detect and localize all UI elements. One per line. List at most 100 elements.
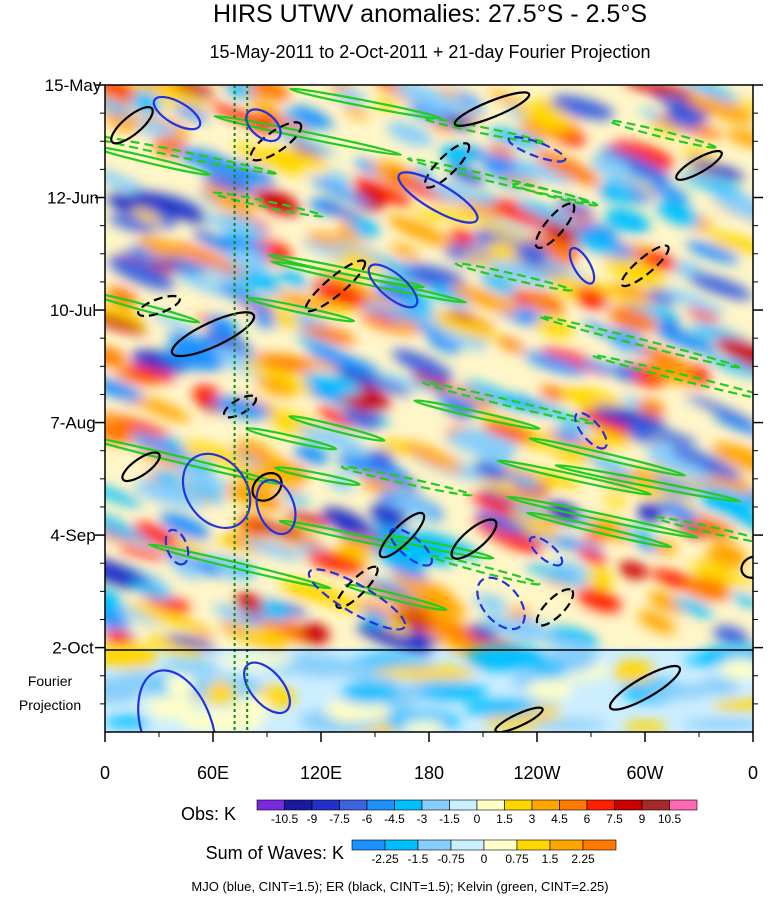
field-patch (586, 567, 614, 590)
colorbar-swatch (586, 799, 615, 811)
projection-patch (623, 720, 667, 732)
colorbar-level-label: -2.25 (371, 852, 399, 866)
field-patch (523, 351, 585, 376)
field-patch (133, 190, 208, 223)
field-patch (105, 305, 146, 328)
field-patch (172, 85, 215, 98)
colorbar-swatch (449, 799, 478, 811)
projection-patch (526, 679, 573, 701)
field-patch (610, 141, 675, 169)
kelvin-contour (406, 157, 591, 204)
field-patch (386, 215, 455, 248)
kelvin-contour (274, 466, 361, 486)
field-patch (637, 250, 678, 271)
field-patch (470, 493, 518, 517)
field-patch (576, 587, 622, 613)
field-patch (665, 109, 703, 129)
projection-patch (373, 666, 461, 678)
projection-patch (719, 658, 753, 680)
field-patch (475, 511, 528, 535)
field-patch (370, 380, 412, 396)
field-patch (306, 550, 366, 574)
er-contour (137, 294, 181, 318)
colorbar-swatch (531, 799, 560, 811)
mjo-contour (528, 535, 564, 567)
field-patch (336, 454, 406, 480)
field-patch (169, 336, 223, 365)
field-patch (125, 365, 175, 382)
kelvin-contour (528, 437, 686, 477)
field-patch (480, 488, 517, 507)
field-patch (591, 426, 632, 448)
field-patch (623, 85, 696, 99)
field-patch (343, 106, 370, 119)
x-tick-label: 120E (300, 763, 342, 783)
field-patch (153, 469, 225, 504)
field-patch (398, 263, 467, 290)
field-patch (302, 240, 347, 259)
kelvin-contour (422, 381, 595, 425)
field-patch (604, 255, 667, 290)
field-patch (308, 176, 373, 208)
field-patch (386, 121, 434, 147)
projection-patch (492, 652, 536, 670)
field-patch (535, 150, 601, 186)
colorbar-swatch (614, 799, 643, 811)
field-patch (503, 157, 574, 184)
field-patch (234, 592, 265, 613)
er-contour (304, 259, 367, 313)
field-patch (127, 602, 200, 633)
field-patch (217, 283, 270, 310)
field-patch (369, 503, 408, 526)
kelvin-contour (267, 253, 425, 289)
mjo-contour (137, 669, 217, 732)
colorbar-level-label: -1.5 (439, 812, 460, 826)
colorbar-level-label: 7.5 (606, 812, 623, 826)
field-patch (105, 589, 123, 613)
obs-colorbar-label: Obs: K (181, 804, 236, 824)
colorbar-level-label: 10.5 (658, 812, 682, 826)
field-patch (252, 353, 313, 373)
field-patch (356, 601, 398, 616)
field-patch (351, 177, 412, 207)
field-patch (105, 378, 143, 401)
colorbar-swatch (311, 799, 340, 811)
field-patch (715, 336, 753, 373)
colorbar-level-label: -0.75 (437, 852, 465, 866)
colorbar-swatch (483, 839, 518, 851)
projection-blobs (105, 641, 753, 732)
colorbar-swatch (351, 839, 386, 851)
field-patch (392, 319, 420, 332)
field-patch (656, 327, 718, 354)
kelvin-contour (591, 354, 753, 406)
er-contour (335, 565, 379, 609)
field-patch (386, 560, 428, 580)
colorbar-level-label: -9 (307, 812, 318, 826)
field-patch (514, 102, 576, 133)
field-patch (307, 347, 384, 377)
field-patch (173, 104, 209, 122)
field-patch (590, 154, 632, 180)
field-patch (105, 557, 153, 591)
field-patch (637, 399, 666, 417)
field-patch (600, 147, 671, 183)
projection-patch (420, 682, 488, 701)
kelvin-contour (105, 145, 212, 176)
field-patch (685, 394, 753, 428)
x-tick-label: 0 (748, 763, 758, 783)
colorbar-level-label: 4.5 (551, 812, 568, 826)
field-patch (342, 410, 382, 430)
field-patch (277, 269, 309, 288)
field-patch (585, 454, 641, 482)
kelvin-contour (288, 415, 386, 442)
field-patch (105, 169, 146, 194)
projection-patch (700, 676, 740, 695)
er-contour (675, 149, 723, 181)
field-patch (105, 311, 148, 334)
projection-patch (145, 695, 195, 719)
field-patch (546, 626, 599, 648)
projection-patch (464, 699, 534, 717)
field-patch (688, 159, 746, 181)
